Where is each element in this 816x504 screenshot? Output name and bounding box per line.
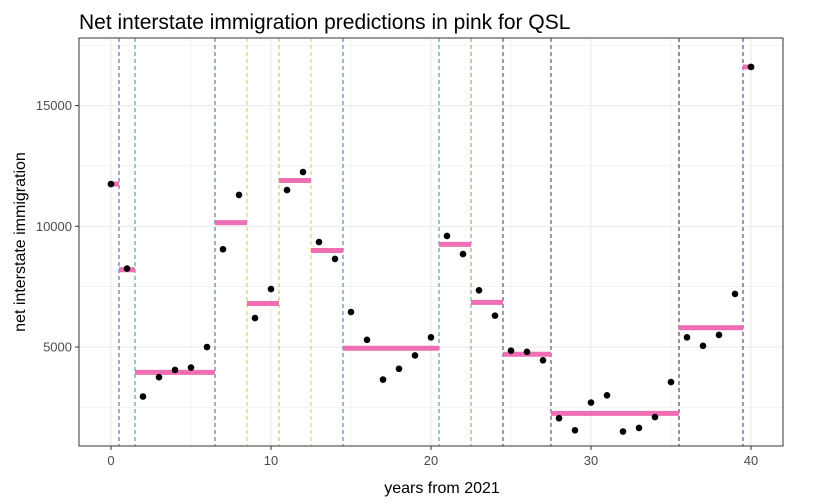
- data-point: [491, 312, 499, 319]
- data-point: [507, 347, 515, 354]
- x-tick-label: 30: [584, 453, 598, 468]
- x-tick-label: 0: [107, 453, 114, 468]
- data-point: [251, 314, 259, 322]
- data-point: [683, 334, 691, 341]
- x-tick-label: 40: [744, 453, 758, 468]
- data-point: [635, 424, 643, 432]
- y-tick-label: 10000: [36, 219, 72, 234]
- data-point: [731, 290, 739, 298]
- data-point: [667, 378, 675, 386]
- data-point: [171, 366, 179, 374]
- data-point: [299, 168, 307, 176]
- plot-panel: [78, 37, 784, 447]
- data-point: [443, 232, 451, 240]
- data-point: [267, 285, 275, 293]
- chart-title: Net interstate immigration predictions i…: [79, 11, 570, 34]
- data-point: [651, 413, 659, 421]
- data-point: [619, 428, 627, 435]
- x-tick-label: 20: [424, 453, 438, 468]
- data-point: [699, 342, 707, 350]
- y-tick-label: 5000: [43, 340, 72, 355]
- data-point: [587, 399, 595, 406]
- data-point: [203, 343, 211, 351]
- y-axis-title: net interstate immigration: [12, 152, 29, 332]
- x-axis-title: years from 2021: [384, 480, 500, 497]
- data-point: [363, 336, 371, 344]
- data-point: [747, 63, 755, 71]
- data-point: [123, 265, 131, 272]
- data-point: [235, 191, 243, 199]
- data-point: [315, 238, 323, 246]
- data-points: [107, 63, 755, 435]
- data-point: [139, 393, 147, 400]
- data-point: [555, 414, 563, 422]
- data-point: [187, 364, 195, 371]
- data-point: [107, 180, 115, 188]
- data-point: [395, 365, 403, 373]
- data-point: [523, 348, 531, 356]
- data-point: [379, 376, 387, 383]
- data-point: [715, 331, 723, 339]
- data-point: [571, 427, 579, 434]
- data-point: [283, 186, 291, 194]
- data-point: [155, 373, 163, 381]
- y-tick-label: 15000: [36, 98, 72, 113]
- data-point: [459, 250, 467, 258]
- data-point: [411, 352, 419, 359]
- data-point: [427, 334, 435, 341]
- x-tick-label: 10: [264, 453, 278, 468]
- data-point: [539, 356, 547, 364]
- grid: [79, 38, 783, 446]
- y-axis-ticks: 5000 10000 15000: [36, 98, 79, 355]
- data-point: [475, 286, 483, 294]
- data-point: [347, 308, 355, 316]
- data-point: [331, 255, 339, 263]
- data-point: [603, 392, 611, 399]
- data-point: [219, 245, 227, 253]
- x-axis-ticks: 0 10 20 30 40: [107, 446, 758, 468]
